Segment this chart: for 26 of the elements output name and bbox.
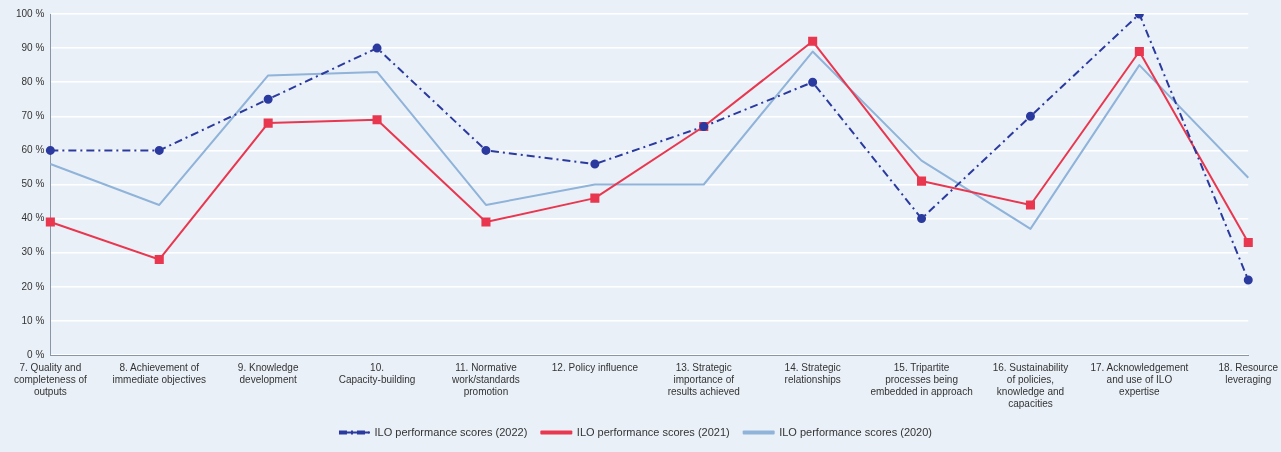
y-tick-label: 90 % — [21, 41, 45, 53]
legend-label: ILO performance scores (2021) — [576, 425, 730, 438]
x-tick-label: 17. Acknowledgement and use of ILO expertise — [1090, 361, 1189, 397]
y-tick-label: 20 % — [21, 280, 45, 292]
x-tick-label: 18. Resource leveraging — [1218, 361, 1279, 385]
y-tick-label: 50 % — [21, 178, 45, 190]
y-tick-label: 10 % — [21, 314, 45, 326]
x-tick-label: 11. Normative work/standards promotion — [451, 361, 520, 397]
x-tick-label: 8. Achievement of immediate objectives — [112, 361, 206, 385]
y-tick-label: 40 % — [21, 212, 45, 224]
x-tick-label: 9. Knowledge development — [237, 361, 299, 385]
x-tick-label: 7. Quality and completeness of outputs — [13, 361, 87, 397]
y-tick-label: 70 % — [21, 110, 45, 122]
y-tick-label: 100 % — [16, 7, 45, 19]
x-tick-label: 14. Strategic relationships — [784, 361, 841, 385]
x-tick-label: 10. Capacity-building — [338, 361, 416, 385]
legend-label: ILO performance scores (2020) — [779, 425, 933, 438]
y-tick-label: 80 % — [21, 75, 45, 87]
x-tick-label: 13. Strategic importance of results achieved — [667, 361, 740, 397]
y-tick-label: 0 % — [27, 348, 45, 360]
y-tick-label: 60 % — [21, 144, 45, 156]
x-tick-label: 16. Sustainability of policies, knowledge and capacities — [992, 361, 1069, 409]
legend-label: ILO performance scores (2022) — [374, 425, 528, 438]
y-tick-label: 30 % — [21, 246, 45, 258]
x-tick-label: 15. Tripartite processes being embedded in approach — [870, 361, 973, 397]
x-tick-label: 12. Policy influence — [551, 361, 639, 373]
